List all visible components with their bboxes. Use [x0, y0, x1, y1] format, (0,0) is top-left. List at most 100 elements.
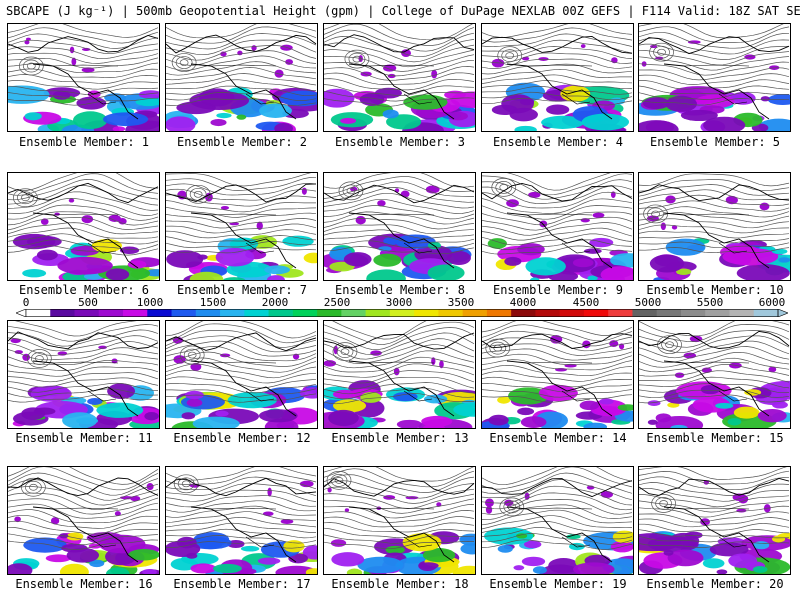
- height-contour: [324, 344, 475, 364]
- height-contours: [639, 321, 790, 404]
- border-line: [368, 361, 435, 364]
- cape-blob: [670, 424, 688, 428]
- height-contour: [166, 229, 317, 239]
- height-contour: [482, 74, 633, 84]
- colorbar-swatch: [244, 309, 270, 317]
- height-contour: [166, 335, 317, 353]
- colorbar-swatch: [753, 309, 779, 317]
- height-contour: [166, 376, 317, 389]
- coastline: [8, 331, 159, 350]
- cape-blob: [655, 415, 704, 428]
- cape-blob: [21, 407, 46, 420]
- cape-blob: [382, 109, 399, 119]
- height-contour: [639, 529, 790, 537]
- map-panel-4: [481, 23, 634, 132]
- coastlines: [8, 35, 159, 120]
- height-contour: [166, 541, 317, 549]
- coastline: [324, 478, 475, 497]
- height-contour: [8, 24, 159, 38]
- height-contour: [639, 200, 790, 212]
- height-contour: [639, 85, 790, 95]
- cape-blob: [57, 256, 113, 275]
- height-contour: [8, 467, 159, 491]
- height-contour: [482, 504, 633, 521]
- colorbar: [16, 309, 788, 317]
- height-contour: [8, 92, 159, 101]
- height-contour: [482, 205, 633, 220]
- height-contour: [324, 192, 475, 209]
- height-contour: [482, 515, 633, 530]
- coastline: [506, 63, 613, 120]
- height-contour: [324, 363, 475, 378]
- panel-caption-18: Ensemble Member: 18: [331, 577, 469, 591]
- cape-blob: [24, 112, 42, 121]
- height-contour: [639, 351, 790, 368]
- height-contour: [340, 348, 350, 355]
- height-contour: [482, 389, 633, 398]
- map-graphic: [166, 467, 317, 574]
- colorbar-graphic: [16, 309, 788, 317]
- map-panel-1: [7, 23, 160, 132]
- cape-blob: [423, 423, 446, 428]
- cape-blob: [521, 556, 546, 567]
- cape-blob: [663, 549, 674, 556]
- cape-blob: [340, 117, 357, 124]
- height-contour: [166, 194, 317, 207]
- map-panel-3: [323, 23, 476, 132]
- height-contour: [639, 330, 790, 348]
- height-contour: [166, 26, 317, 44]
- height-contour: [166, 218, 317, 229]
- cape-blob: [439, 360, 444, 369]
- map-graphic: [166, 321, 317, 428]
- colorbar-tick-label: 5000: [634, 296, 662, 309]
- colorbar-swatch: [705, 309, 730, 317]
- height-contour: [8, 173, 159, 196]
- cape-blob: [256, 221, 263, 230]
- cape-shading: [166, 44, 317, 131]
- height-contour: [8, 486, 159, 506]
- colorbar-tick-label: 2000: [261, 296, 289, 309]
- height-contour: [22, 59, 40, 73]
- cape-blob: [752, 566, 768, 573]
- height-contour: [166, 200, 316, 213]
- cape-blob: [674, 372, 685, 378]
- height-contour: [324, 387, 475, 400]
- height-contour: [639, 467, 787, 480]
- colorbar-swatch: [50, 309, 76, 317]
- height-contour: [324, 240, 475, 249]
- height-contour: [639, 482, 790, 496]
- height-contour: [482, 91, 633, 101]
- coastline: [324, 332, 475, 350]
- cape-blob: [665, 95, 697, 112]
- height-contours: [166, 467, 317, 549]
- cape-blob: [26, 235, 62, 248]
- colorbar-swatch: [462, 309, 488, 317]
- map-panel-15: [638, 320, 791, 429]
- height-contour: [647, 207, 664, 221]
- height-contour: [324, 84, 475, 96]
- coastline: [718, 536, 748, 548]
- height-contour: [166, 346, 317, 362]
- cape-blob: [760, 96, 770, 102]
- border-line: [52, 213, 119, 216]
- border-line: [210, 507, 277, 510]
- coastline: [190, 506, 297, 563]
- map-panel-16: [7, 466, 160, 575]
- height-contour: [639, 324, 790, 342]
- height-contour: [639, 37, 790, 55]
- cape-blob: [692, 396, 731, 413]
- panel-caption-2: Ensemble Member: 2: [176, 135, 308, 149]
- cape-blob: [292, 353, 300, 360]
- cape-blob: [333, 399, 367, 413]
- height-contours: [8, 24, 159, 106]
- colorbar-tick-label: 4000: [509, 296, 537, 309]
- map-panel-11: [7, 320, 160, 429]
- border-line: [683, 507, 750, 510]
- height-contour: [482, 479, 633, 501]
- coastline: [506, 212, 613, 269]
- cape-blob: [25, 37, 31, 41]
- height-contour: [166, 85, 317, 97]
- height-contour: [8, 394, 159, 403]
- height-contour: [482, 68, 633, 80]
- height-contour: [330, 474, 348, 487]
